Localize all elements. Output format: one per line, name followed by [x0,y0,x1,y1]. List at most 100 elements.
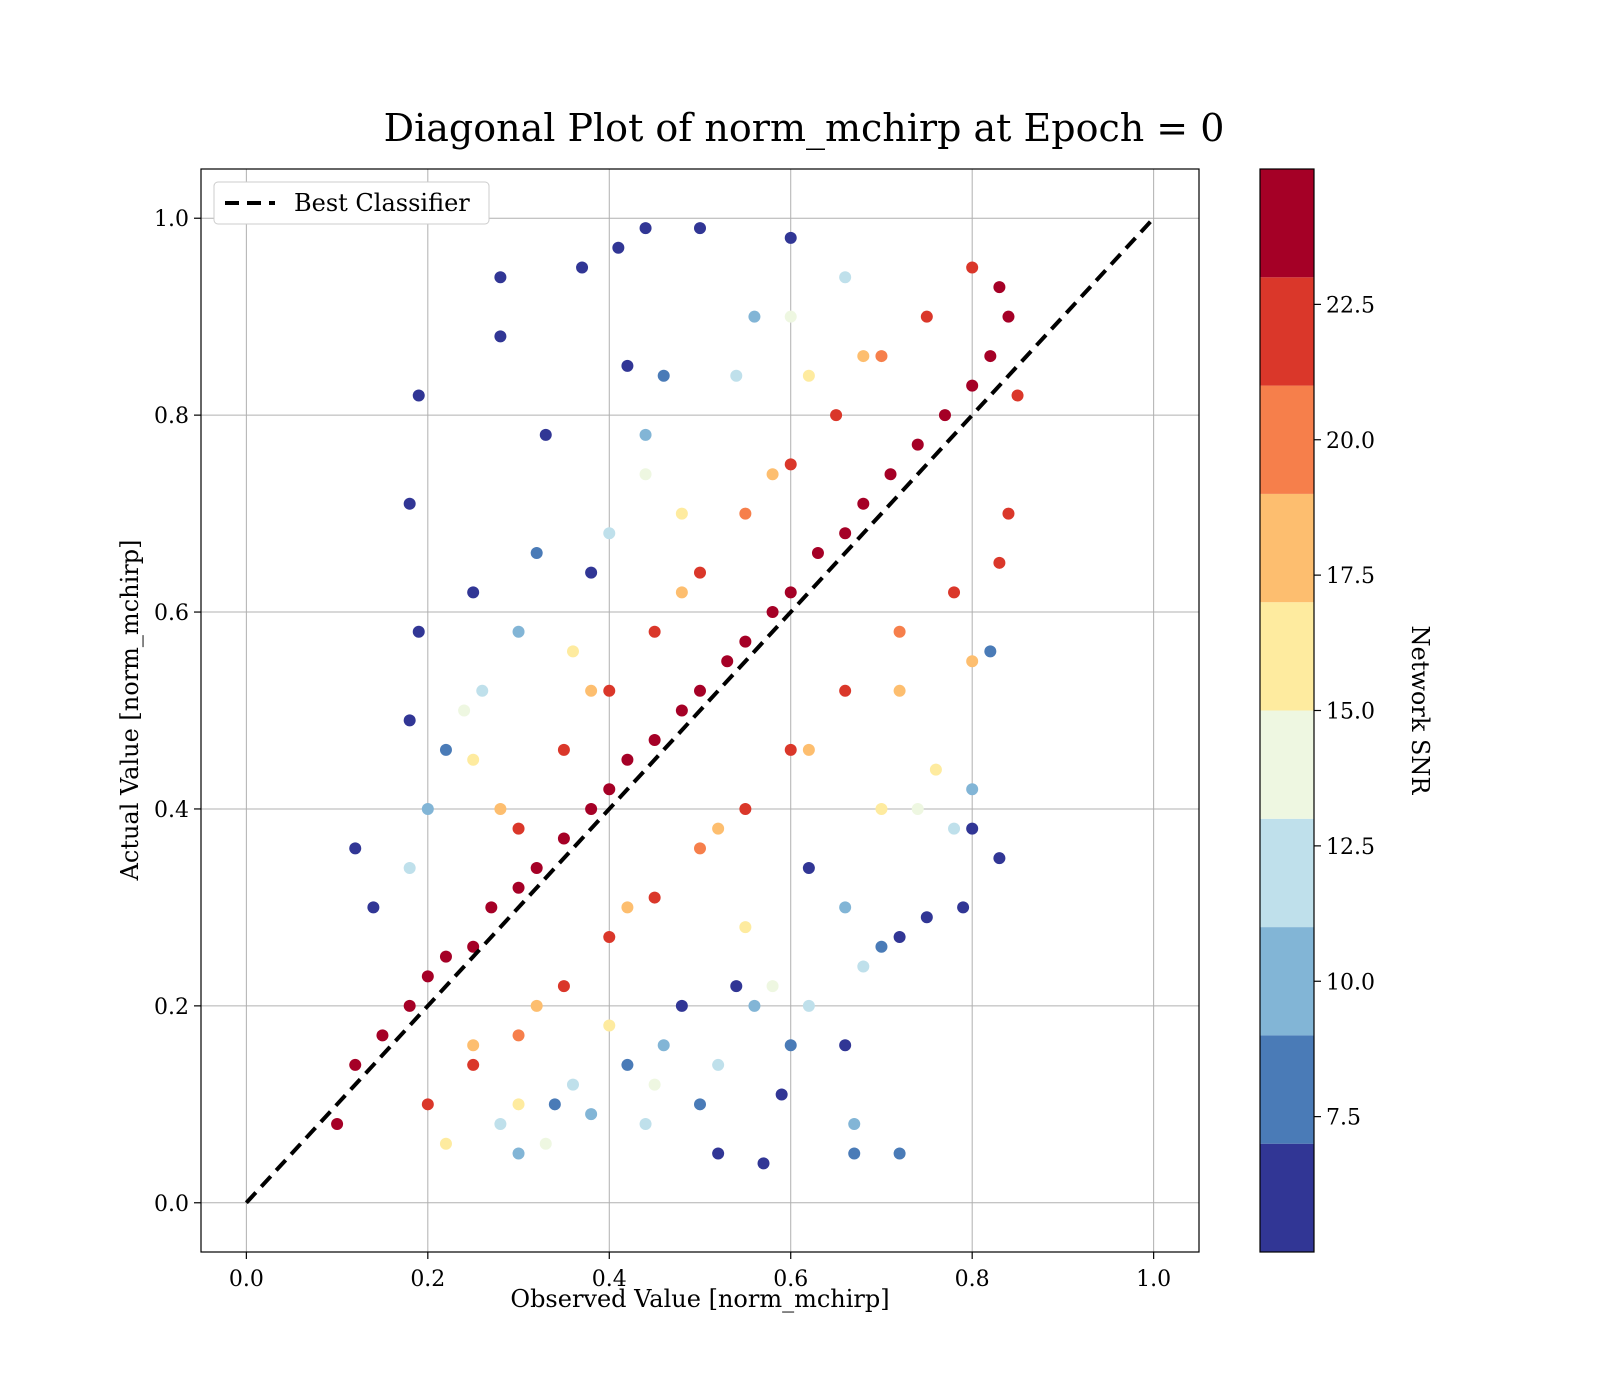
scatter-point [557,832,570,845]
scatter-point [948,822,961,835]
colorbar-bin [1260,602,1314,711]
scatter-point [539,1137,552,1150]
colorbar-label: Network SNR [1406,626,1434,796]
scatter-point [694,222,706,235]
scatter-point [893,625,906,638]
scatter-point [694,566,706,579]
scatter-point [494,1118,507,1131]
scatter-point [784,231,797,244]
scatter-point [948,586,961,599]
scatter-point [1002,310,1015,323]
scatter-point [512,881,525,894]
colorbar-bin [1260,277,1314,386]
scatter-point [403,714,416,727]
x-axis-ticks: 0.0 0.2 0.4 0.6 0.8 1.0 [229,1252,1171,1292]
colorbar-tick-label: 20.0 [1326,429,1375,454]
scatter-point [766,980,779,993]
scatter-point [639,222,652,235]
scatter-point [467,940,480,953]
scatter-point [848,1147,861,1160]
scatter-point [739,635,752,648]
scatter-point [421,970,434,983]
scatter-point [984,350,997,363]
scatter-point [966,379,979,392]
y-tick-label: 0.4 [154,798,189,823]
chart-title: Diagonal Plot of norm_mchirp at Epoch = … [384,106,1225,151]
scatter-point [512,625,525,638]
y-tick-label: 1.0 [154,207,189,232]
scatter-point [966,783,979,796]
scatter-point [938,409,951,422]
scatter-point [439,950,452,963]
scatter-point [621,359,634,372]
scatter-point [648,891,661,904]
scatter-point [839,901,852,914]
scatter-point [621,1058,634,1071]
scatter-point [494,330,507,343]
scatter-point [603,930,616,943]
scatter-point [857,350,870,363]
grid-lines [201,169,1199,1252]
y-tick-label: 0.8 [154,404,189,429]
best-classifier-line [244,216,1156,1205]
scatter-point [467,753,480,766]
scatter-point [712,1058,725,1071]
plot-frame [200,168,1200,1253]
colorbar-tick-label: 17.5 [1326,564,1375,589]
colorbar-bin [1260,710,1314,819]
scatter-point [920,911,933,924]
colorbar-tick-label: 7.5 [1326,1106,1361,1131]
legend-box [213,181,490,225]
scatter-point [349,842,362,855]
colorbar: 7.5 10.0 12.5 15.0 17.5 20.0 22.5 Network SNR [1259,168,1434,1253]
scatter-point [884,468,897,481]
scatter-point [957,901,970,914]
scatter-point [875,350,888,363]
scatter-point [548,1098,561,1111]
colorbar-bins [1260,169,1314,1252]
scatter-point [911,438,924,451]
scatter-point [621,901,634,914]
colorbar-tick-label: 15.0 [1326,700,1375,725]
scatter-point [694,1098,706,1111]
scatter-point [712,822,725,835]
colorbar-bin [1260,1035,1314,1144]
scatter-point [621,753,634,766]
legend: Best Classifier [213,181,490,225]
scatter-point [1011,389,1024,402]
scatter-point [966,261,979,274]
scatter-point [839,684,852,697]
scatter-point [811,546,824,559]
scatter-point [993,556,1006,569]
scatter-point [857,960,870,973]
colorbar-bin [1260,493,1314,603]
colorbar-ticks: 7.5 10.0 12.5 15.0 17.5 20.0 22.5 [1314,293,1375,1131]
scatter-point [566,1078,579,1091]
scatter-point [485,901,498,914]
x-tick-label: 1.0 [1136,1267,1171,1292]
scatter-point [893,930,906,943]
scatter-point [494,271,507,284]
scatter-point [857,497,870,510]
scatter-point [766,606,779,619]
scatter-point [512,1147,525,1160]
x-tick-label: 0.8 [955,1267,990,1292]
scatter-point [993,852,1006,865]
x-tick-label: 0.2 [410,1267,445,1292]
scatter-point [494,802,507,815]
scatter-point [675,704,688,717]
scatter-point [412,389,425,402]
scatter-point [612,241,625,254]
scatter-point [467,586,480,599]
colorbar-bin [1260,927,1314,1036]
scatter-points [331,222,1024,1170]
scatter-point [476,684,489,697]
scatter-point [984,645,997,658]
scatter-point [530,862,543,875]
scatter-point [875,940,888,953]
x-tick-label: 0.6 [773,1267,808,1292]
scatter-point [648,1078,661,1091]
colorbar-tick-label: 22.5 [1326,293,1375,318]
scatter-point [439,1137,452,1150]
scatter-point [766,468,779,481]
